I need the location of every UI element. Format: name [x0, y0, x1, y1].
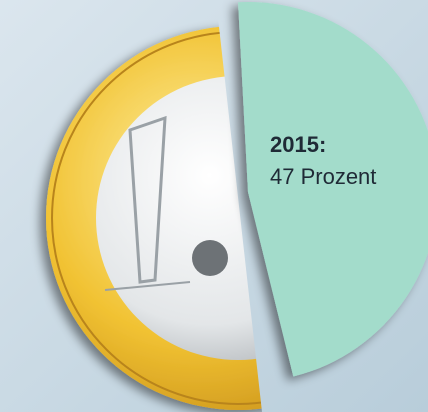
chart: 2015: 47 Prozent — [0, 0, 428, 412]
page: 2015: 47 Prozent (() => { const data = J… — [0, 0, 428, 412]
value-label: 47 Prozent — [270, 164, 376, 189]
category-label: 2015: — [270, 132, 326, 157]
